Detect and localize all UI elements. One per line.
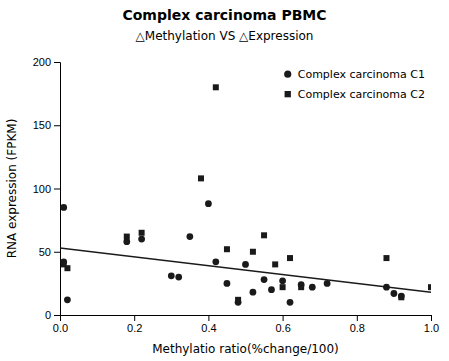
point <box>168 272 175 279</box>
point <box>198 175 204 181</box>
point <box>224 280 231 287</box>
point <box>212 258 219 265</box>
x-tick: 0.2 <box>127 315 142 334</box>
point <box>287 299 294 306</box>
y-axis-line <box>54 63 61 316</box>
point <box>309 284 316 291</box>
point <box>383 255 389 261</box>
marks <box>60 84 431 305</box>
regression-line <box>60 248 431 292</box>
point <box>60 204 67 211</box>
x-axis-line <box>61 316 432 322</box>
point <box>268 286 275 293</box>
legend: Complex carcinoma C1 Complex carcinoma C2 <box>284 68 425 101</box>
x-tick-mark <box>283 315 284 321</box>
x-axis: 0.0 0.2 0.4 0.6 0.8 1.0 <box>53 315 439 334</box>
x-tick: 0.0 <box>53 315 68 334</box>
subtitle: △Methylation VS △Expression <box>136 29 314 43</box>
legend-item: Complex carcinoma C1 <box>284 68 425 81</box>
point <box>298 284 304 290</box>
point <box>250 249 256 255</box>
point <box>272 261 278 267</box>
y-tick-mark <box>54 125 60 126</box>
legend-label: Complex carcinoma C1 <box>298 68 425 81</box>
legend-label: Complex carcinoma C2 <box>298 88 425 101</box>
x-tick-label: 0.2 <box>127 322 142 334</box>
x-tick-label: 0.0 <box>53 322 68 334</box>
x-tick-mark <box>357 315 358 321</box>
point <box>235 297 241 303</box>
y-tick-label: 150 <box>33 119 51 131</box>
point <box>250 289 257 296</box>
point <box>138 236 145 243</box>
x-axis-title: Methylatio ratio(%change/100) <box>152 342 339 356</box>
point <box>139 230 145 236</box>
y-axis: 0 50 100 150 200 <box>33 56 61 321</box>
legend-item: Complex carcinoma C2 <box>285 88 425 101</box>
chart: Complex carcinoma PBMC △Methylation VS △E… <box>0 0 449 361</box>
point <box>175 274 182 281</box>
y-tick-label: 0 <box>45 309 51 321</box>
y-tick-label: 200 <box>33 56 51 68</box>
legend-symbol <box>284 71 291 78</box>
point <box>64 265 70 271</box>
plot-area: 0.0 0.2 0.4 0.6 0.8 1.0 0 50 100 150 200 Methylatio… <box>5 56 439 356</box>
title: Complex carcinoma PBMC <box>122 7 326 23</box>
y-axis-title: RNA expression (FPKM) <box>5 119 19 259</box>
y-tick: 100 <box>33 183 60 195</box>
y-tick-mark <box>54 252 60 253</box>
point <box>124 234 130 240</box>
y-tick-label: 50 <box>39 246 51 258</box>
point <box>287 255 293 261</box>
point <box>186 233 193 240</box>
x-tick: 1.0 <box>424 315 439 334</box>
point <box>279 277 286 284</box>
legend-symbol <box>285 91 291 97</box>
y-tick: 0 <box>45 309 60 321</box>
x-tick-mark <box>431 315 432 321</box>
point <box>398 293 405 300</box>
point <box>64 296 71 303</box>
x-tick-mark <box>134 315 135 321</box>
x-tick-mark <box>208 315 209 321</box>
x-tick-label: 0.6 <box>275 322 290 334</box>
y-tick: 50 <box>39 246 60 258</box>
y-tick-mark <box>54 189 60 190</box>
point <box>398 294 404 300</box>
x-tick-label: 1.0 <box>424 322 439 334</box>
x-tick: 0.8 <box>350 315 365 334</box>
y-tick: 150 <box>33 119 60 131</box>
point <box>261 276 268 283</box>
point <box>213 84 219 90</box>
x-tick: 0.4 <box>201 315 216 334</box>
point <box>205 200 212 207</box>
point <box>428 284 431 290</box>
x-tick-label: 0.8 <box>350 322 365 334</box>
point <box>261 232 267 238</box>
y-tick-mark <box>54 62 60 63</box>
point <box>242 261 249 268</box>
y-tick-mark <box>54 315 60 316</box>
x-tick: 0.6 <box>275 315 290 334</box>
y-tick-label: 100 <box>33 183 51 195</box>
point <box>324 280 331 287</box>
point <box>280 284 286 290</box>
x-tick-label: 0.4 <box>201 322 216 334</box>
y-tick: 200 <box>33 56 60 68</box>
point <box>224 246 230 252</box>
point <box>391 290 398 297</box>
